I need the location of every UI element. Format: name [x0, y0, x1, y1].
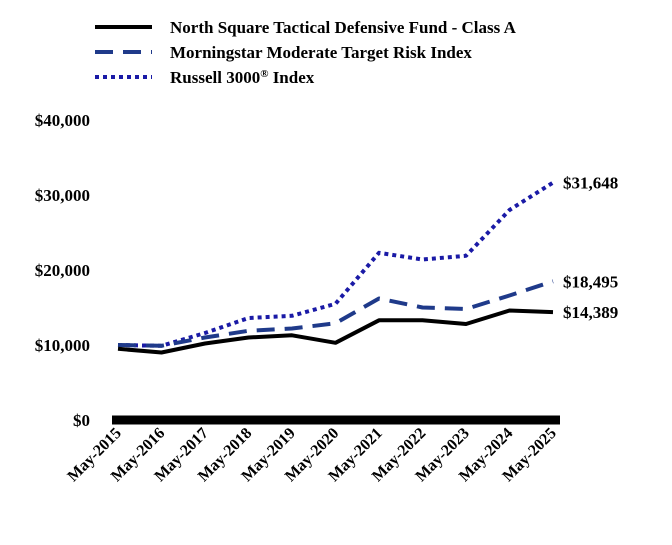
series-line-dotted [117, 180, 555, 348]
y-tick-label: $30,000 [35, 186, 90, 205]
series-layer [117, 180, 555, 355]
end-labels: $14,389 $18,495 $31,648 [563, 174, 618, 322]
end-value-label: $18,495 [563, 272, 618, 291]
series-line-dashed [117, 279, 554, 348]
legend-label-suffix: Index [268, 68, 314, 87]
end-value-label: $14,389 [563, 303, 618, 322]
legend-label-name: Morningstar Moderate Target Risk Index [170, 43, 472, 62]
legend-label-name: Russell 3000 [170, 68, 260, 87]
legend-item: North Square Tactical Defensive Fund - C… [95, 18, 517, 37]
y-tick-label: $10,000 [35, 336, 90, 355]
y-tick-label: $20,000 [35, 261, 90, 280]
y-axis: $0 $10,000 $20,000 $30,000 $40,000 [35, 111, 90, 430]
y-tick-label: $0 [73, 411, 90, 430]
legend-label: North Square Tactical Defensive Fund - C… [170, 18, 517, 37]
end-value-label: $31,648 [563, 174, 618, 193]
legend: North Square Tactical Defensive Fund - C… [95, 18, 517, 87]
legend-label: Russell 3000® Index [170, 68, 315, 87]
y-tick-label: $40,000 [35, 111, 90, 130]
x-axis: May-2015May-2016May-2017May-2018May-2019… [64, 415, 560, 485]
legend-label: Morningstar Moderate Target Risk Index [170, 43, 472, 62]
registered-mark: ® [260, 68, 268, 80]
series-line-solid [117, 308, 554, 355]
legend-label-name: North Square Tactical Defensive Fund - C… [170, 18, 517, 37]
legend-item: Russell 3000® Index [95, 68, 315, 87]
legend-item: Morningstar Moderate Target Risk Index [95, 43, 472, 62]
